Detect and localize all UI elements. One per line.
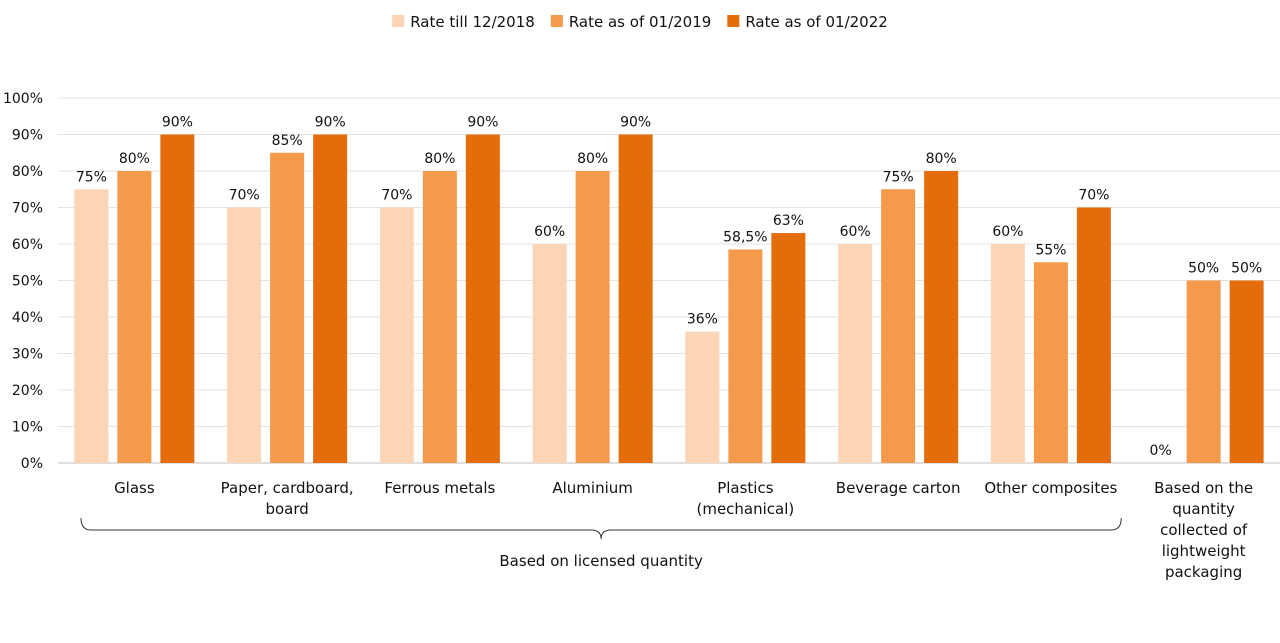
group-brace: Based on licensed quantity (80, 517, 1122, 570)
y-tick-label: 100% (3, 91, 43, 107)
category-label: Beverage carton (836, 479, 961, 497)
data-labels: 75% 80% 90% 70% 85% 90% 70% 80% 90% 60% 80% 90% 36% 5… (76, 115, 1262, 460)
legend-label: Rate as of 01/2022 (745, 13, 887, 31)
data-label: 90% (620, 115, 651, 131)
data-label: 60% (992, 224, 1023, 240)
data-label: 50% (1188, 261, 1219, 277)
bar (313, 134, 348, 463)
category-label: packaging (1165, 563, 1242, 581)
y-tick-label: 40% (12, 310, 43, 326)
y-tick-label: 70% (12, 201, 43, 217)
group-label: Based on licensed quantity (499, 552, 703, 570)
bar (728, 249, 763, 463)
category-label: Aluminium (552, 479, 633, 497)
category-label: collected of (1160, 521, 1248, 539)
data-label: 80% (577, 151, 608, 167)
legend-label: Rate as of 01/2019 (569, 13, 711, 31)
data-label: 58,5% (723, 229, 767, 245)
bar (160, 134, 195, 463)
y-tick-label: 60% (12, 237, 43, 253)
category-label: Paper, cardboard, (221, 479, 354, 497)
legend-swatch (550, 15, 563, 27)
x-axis-category-labels: Glass Paper, cardboard, board Ferrous metal… (114, 479, 1253, 581)
category-label: Other composites (984, 479, 1117, 497)
bar (924, 171, 959, 463)
data-label: 36% (687, 312, 718, 328)
category-label: board (265, 500, 308, 518)
y-tick-label: 10% (12, 420, 43, 436)
data-label: 63% (773, 213, 804, 229)
bar (1186, 280, 1221, 463)
bar (1076, 207, 1111, 463)
bar (685, 331, 720, 463)
bar (74, 189, 109, 463)
data-label: 85% (272, 133, 303, 149)
data-label: 70% (229, 188, 260, 204)
data-label: 0% (1150, 443, 1172, 459)
data-label: 55% (1035, 242, 1066, 258)
bar (465, 134, 500, 463)
category-label: lightweight (1162, 542, 1246, 560)
y-tick-label: 0% (21, 456, 43, 472)
gridlines (58, 97, 1280, 464)
bar (575, 171, 610, 463)
y-tick-label: 80% (12, 164, 43, 180)
bar (532, 244, 567, 463)
bar (618, 134, 653, 463)
brace-line (80, 517, 1122, 540)
data-label: 80% (119, 151, 150, 167)
data-label: 70% (381, 188, 412, 204)
bars (74, 134, 1264, 463)
legend: Rate till 12/2018 Rate as of 01/2019 Rate … (392, 13, 888, 31)
y-axis: 0% 10% 20% 30% 40% 50% 60% 70% 80% 90% 100% (3, 91, 43, 472)
category-label: Glass (114, 479, 155, 497)
data-label: 75% (883, 169, 914, 185)
data-label: 90% (315, 115, 346, 131)
category-label: Based on the (1154, 479, 1253, 497)
bar (881, 189, 916, 463)
data-label: 80% (424, 151, 455, 167)
data-label: 70% (1078, 188, 1109, 204)
y-tick-label: 50% (12, 274, 43, 290)
data-label: 50% (1231, 261, 1262, 277)
bar (1033, 262, 1068, 463)
bar (117, 171, 152, 463)
data-label: 60% (534, 224, 565, 240)
data-label: 90% (162, 115, 193, 131)
y-tick-label: 30% (12, 347, 43, 363)
data-label: 75% (76, 169, 107, 185)
category-label: Plastics (717, 479, 774, 497)
category-label: (mechanical) (696, 500, 794, 518)
data-label: 80% (926, 151, 957, 167)
legend-label: Rate till 12/2018 (410, 13, 535, 31)
category-label: quantity (1172, 500, 1235, 518)
bar (227, 207, 262, 463)
bar (838, 244, 873, 463)
bar (422, 171, 457, 463)
legend-swatch (727, 15, 740, 27)
bar (1229, 280, 1264, 463)
bar (379, 207, 414, 463)
y-tick-label: 20% (12, 383, 43, 399)
bar (771, 233, 806, 463)
data-label: 60% (840, 224, 871, 240)
category-label: Ferrous metals (384, 479, 495, 497)
bar (990, 244, 1025, 463)
legend-swatch (392, 15, 405, 27)
y-tick-label: 90% (12, 128, 43, 144)
data-label: 90% (467, 115, 498, 131)
bar (270, 152, 305, 463)
